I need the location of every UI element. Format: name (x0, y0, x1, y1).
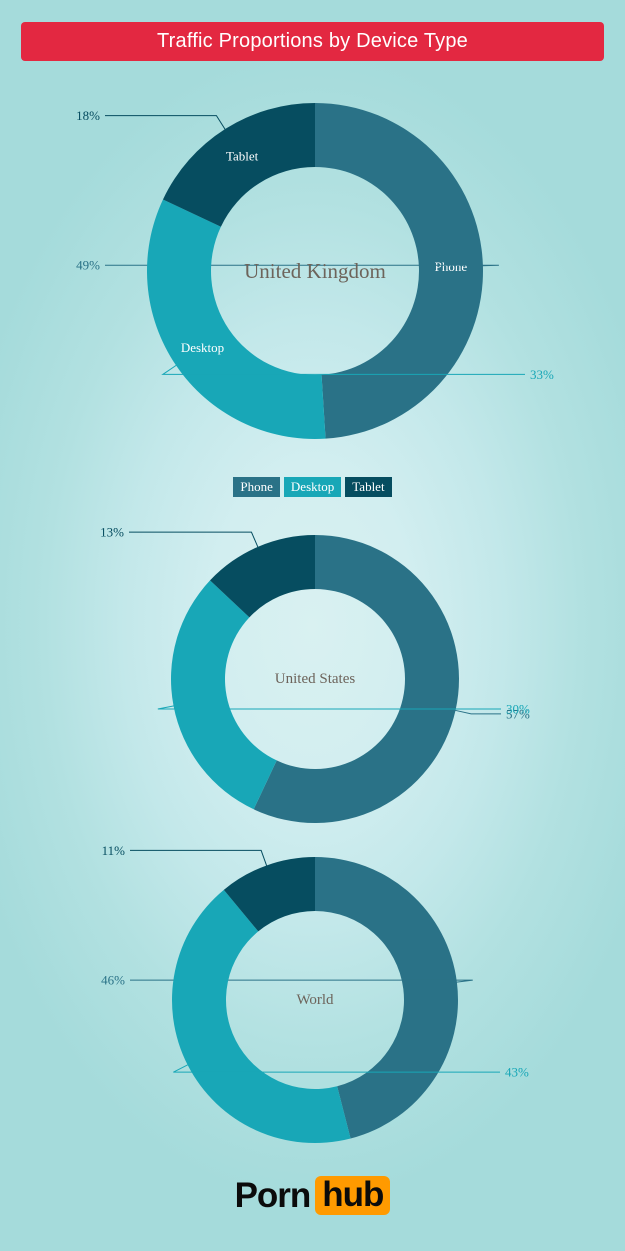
leader-line-tablet (130, 849, 268, 867)
percent-label-phone: 57% (506, 706, 530, 721)
donut-slice-phone[interactable] (315, 857, 458, 1139)
donut-slice-phone[interactable] (253, 535, 460, 823)
legend-item-label: Phone (240, 479, 273, 494)
leader-line-tablet (105, 115, 226, 131)
legend-item-tablet[interactable]: Tablet (345, 477, 392, 497)
leader-line-phone (130, 979, 473, 983)
percent-label-tablet: 11% (102, 843, 126, 858)
legend-item-label: Desktop (290, 479, 335, 494)
percent-label-phone: 49% (76, 258, 100, 273)
donut-chart-world: 46% 43% 11% World (0, 837, 625, 1163)
leader-line-desktop (173, 1064, 500, 1073)
donut-slice-tablet[interactable] (162, 103, 315, 227)
leader-line-phone (454, 709, 501, 715)
legend-item-phone[interactable]: Phone (233, 477, 280, 497)
percent-label-phone: 46% (101, 973, 125, 988)
donut-chart-united-states: 57% 30% 13% United States (0, 515, 625, 843)
donut-slice-desktop[interactable] (147, 199, 326, 439)
percent-label-desktop: 43% (505, 1065, 529, 1080)
donut-center-label: United States (275, 671, 356, 687)
slice-name-desktop: Desktop (181, 340, 224, 355)
percent-label-tablet: 13% (100, 525, 124, 540)
legend-item-desktop[interactable]: Desktop (283, 477, 342, 497)
logo-text-porn: Porn (234, 1176, 312, 1215)
donut-slice-desktop[interactable] (170, 580, 277, 810)
donut-chart-united-kingdom: Phone 49% Desktop 33% Tablet 18% United Kingdo… (0, 83, 625, 459)
percent-label-tablet: 18% (76, 108, 100, 123)
donut-slice-tablet[interactable] (223, 857, 315, 932)
donut-slice-phone[interactable] (315, 103, 483, 439)
leader-line-desktop (157, 705, 501, 710)
logo-text-hub: hub (315, 1176, 391, 1215)
leader-line-desktop (161, 364, 525, 375)
legend-item-label: Tablet (352, 479, 385, 494)
slice-name-phone: Phone (435, 259, 468, 274)
leader-line-phone (105, 264, 499, 267)
slice-name-tablet: Tablet (226, 149, 259, 164)
brand-logo: Porn hub (0, 1176, 625, 1215)
percent-label-desktop: 33% (530, 367, 554, 382)
page-title: Traffic Proportions by Device Type (156, 30, 468, 52)
leader-line-tablet (129, 531, 259, 548)
percent-label-desktop: 30% (506, 701, 530, 716)
title-banner: Traffic Proportions by Device Type (21, 22, 604, 61)
legend: Phone Desktop Tablet (0, 477, 625, 497)
donut-slice-tablet[interactable] (210, 535, 315, 618)
donut-center-label: World (296, 992, 334, 1008)
donut-slice-desktop[interactable] (171, 889, 351, 1143)
donut-center-label: United Kingdom (244, 259, 386, 283)
